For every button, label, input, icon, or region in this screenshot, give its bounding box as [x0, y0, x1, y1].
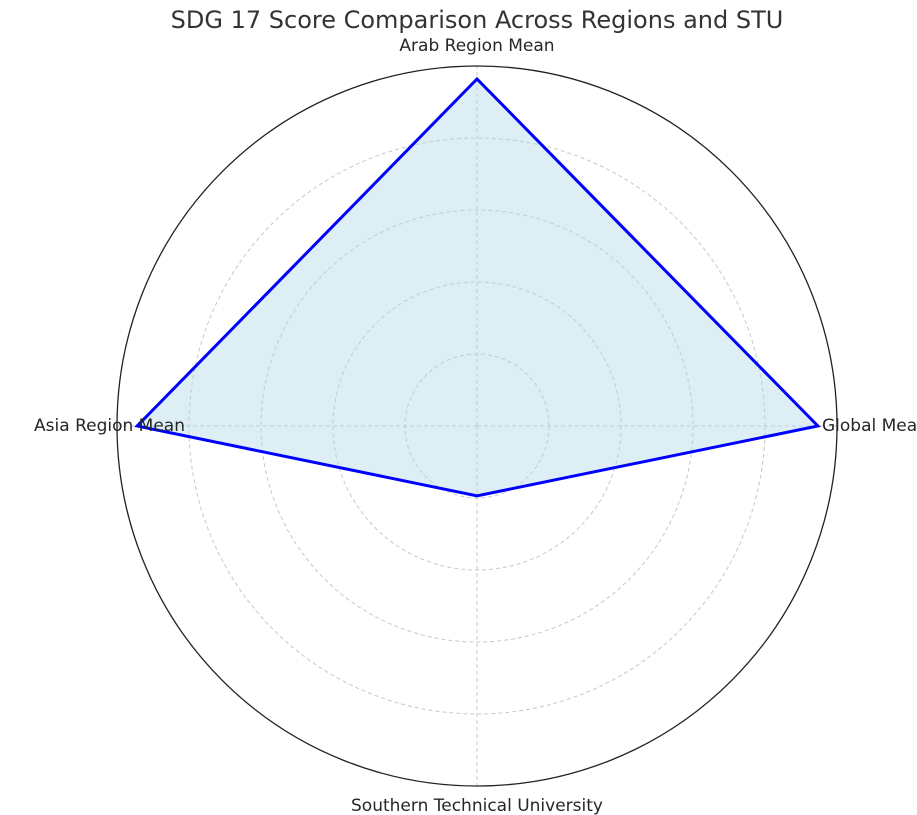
axis-label: Global Mean	[822, 416, 917, 436]
chart-title: SDG 17 Score Comparison Across Regions a…	[171, 6, 784, 34]
axis-label: Asia Region Mean	[34, 416, 185, 436]
outer-ring	[116, 65, 838, 787]
axis-label: Southern Technical University	[351, 796, 603, 815]
axis-label: Arab Region Mean	[399, 36, 554, 56]
grid-ring	[260, 209, 694, 643]
radar-area	[134, 76, 821, 498]
